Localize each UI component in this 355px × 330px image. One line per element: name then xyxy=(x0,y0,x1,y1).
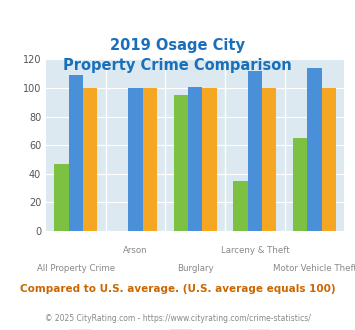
Legend: Osage City, Kansas, National: Osage City, Kansas, National xyxy=(65,326,326,330)
Bar xyxy=(202,88,217,231)
Text: Compared to U.S. average. (U.S. average equals 100): Compared to U.S. average. (U.S. average … xyxy=(20,284,335,294)
Bar xyxy=(55,164,69,231)
Bar xyxy=(262,88,276,231)
Bar xyxy=(188,86,202,231)
Text: All Property Crime: All Property Crime xyxy=(37,264,115,273)
Bar xyxy=(293,138,307,231)
Bar xyxy=(129,88,143,231)
Text: Motor Vehicle Theft: Motor Vehicle Theft xyxy=(273,264,355,273)
Text: © 2025 CityRating.com - https://www.cityrating.com/crime-statistics/: © 2025 CityRating.com - https://www.city… xyxy=(45,314,310,323)
Bar xyxy=(143,88,157,231)
Bar xyxy=(69,75,83,231)
Bar xyxy=(174,95,188,231)
Bar xyxy=(248,71,262,231)
Text: Arson: Arson xyxy=(123,247,148,255)
Text: Larceny & Theft: Larceny & Theft xyxy=(220,247,289,255)
Text: Burglary: Burglary xyxy=(177,264,214,273)
Bar xyxy=(307,68,322,231)
Bar xyxy=(234,181,248,231)
Bar xyxy=(322,88,336,231)
Text: 2019 Osage City
Property Crime Comparison: 2019 Osage City Property Crime Compariso… xyxy=(63,38,292,73)
Bar xyxy=(83,88,97,231)
